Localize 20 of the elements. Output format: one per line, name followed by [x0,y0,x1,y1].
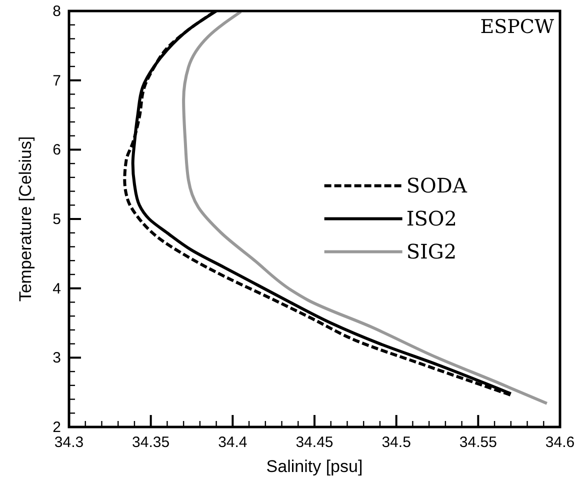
x-tick-label: 34.6 [545,434,575,451]
y-tick-label: 8 [52,3,61,20]
y-tick-label: 4 [52,280,61,298]
x-tick-label: 34.35 [132,434,170,451]
x-tick-label: 34.5 [382,434,411,451]
y-tick-label: 2 [52,419,61,436]
legend-label: ISO2 [406,206,458,231]
y-tick-label: 7 [52,72,61,90]
x-tick-label: 34.45 [296,434,334,451]
x-tick-label: 34.55 [459,434,497,451]
annotation: ESPCW [480,16,554,38]
x-tick-label: 34.4 [218,434,248,451]
y-tick-label: 6 [52,142,61,159]
y-tick-label: 3 [52,350,61,367]
y-tick-label: 5 [52,211,61,228]
legend-label: SODA [406,174,468,198]
x-tick-label: 34.3 [54,434,84,451]
y-axis-title: Temperature [Celsius] [16,136,35,302]
x-axis-title: Salinity [psu] [266,457,363,476]
legend-label: SIG2 [406,240,457,264]
